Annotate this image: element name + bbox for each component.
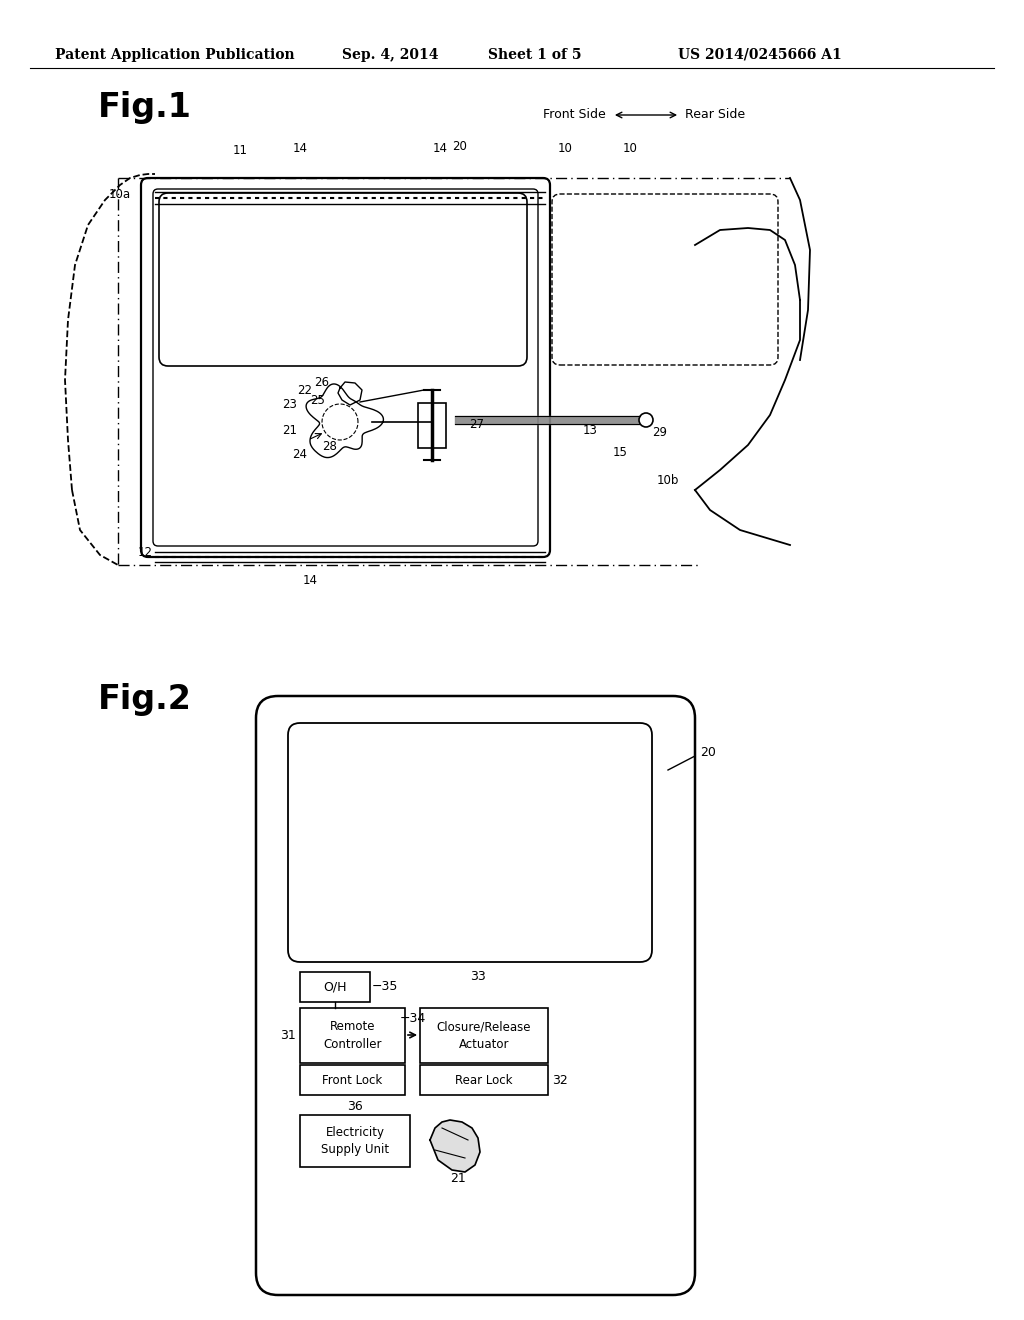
- FancyBboxPatch shape: [420, 1065, 548, 1096]
- Polygon shape: [430, 1119, 480, 1172]
- Text: 29: 29: [652, 425, 668, 438]
- Text: Rear Side: Rear Side: [685, 108, 745, 121]
- Text: 33: 33: [470, 970, 485, 983]
- Text: Sep. 4, 2014: Sep. 4, 2014: [342, 48, 438, 62]
- Text: Patent Application Publication: Patent Application Publication: [55, 48, 295, 62]
- Text: Sheet 1 of 5: Sheet 1 of 5: [488, 48, 582, 62]
- Text: 12: 12: [137, 546, 153, 560]
- FancyBboxPatch shape: [300, 1065, 406, 1096]
- Text: Front Side: Front Side: [544, 108, 606, 121]
- FancyBboxPatch shape: [300, 1008, 406, 1063]
- Text: 27: 27: [469, 418, 484, 432]
- Text: Fig.1: Fig.1: [98, 91, 191, 124]
- FancyBboxPatch shape: [418, 403, 446, 447]
- Text: −35: −35: [372, 981, 398, 994]
- Text: 25: 25: [310, 393, 326, 407]
- Text: 23: 23: [283, 399, 297, 412]
- Text: US 2014/0245666 A1: US 2014/0245666 A1: [678, 48, 842, 62]
- FancyBboxPatch shape: [300, 972, 370, 1002]
- Text: Remote
Controller: Remote Controller: [324, 1020, 382, 1051]
- Text: 26: 26: [314, 376, 330, 389]
- FancyBboxPatch shape: [300, 1115, 410, 1167]
- Text: O/H: O/H: [324, 981, 347, 994]
- Text: 36: 36: [347, 1101, 362, 1114]
- Text: −34: −34: [399, 1012, 426, 1026]
- Text: 10b: 10b: [656, 474, 679, 487]
- Text: Closure/Release
Actuator: Closure/Release Actuator: [437, 1020, 531, 1051]
- Text: Front Lock: Front Lock: [323, 1073, 383, 1086]
- Text: 15: 15: [612, 446, 628, 458]
- Text: 14: 14: [302, 573, 317, 586]
- Text: 20: 20: [453, 140, 467, 153]
- Text: 31: 31: [281, 1030, 296, 1041]
- Text: 14: 14: [293, 141, 307, 154]
- Text: 10: 10: [557, 141, 572, 154]
- Text: 11: 11: [232, 144, 248, 157]
- Text: 14: 14: [432, 141, 447, 154]
- Text: 10: 10: [623, 141, 637, 154]
- Text: Fig.2: Fig.2: [98, 684, 191, 717]
- Text: 13: 13: [583, 424, 597, 437]
- Text: 20: 20: [700, 746, 716, 759]
- Text: 10a: 10a: [109, 189, 131, 202]
- Text: 24: 24: [293, 449, 307, 462]
- Text: Rear Lock: Rear Lock: [456, 1073, 513, 1086]
- Circle shape: [639, 413, 653, 426]
- FancyBboxPatch shape: [420, 1008, 548, 1063]
- Text: 21: 21: [451, 1172, 466, 1184]
- Text: 21: 21: [283, 424, 298, 437]
- Text: 28: 28: [323, 441, 338, 454]
- Text: Electricity
Supply Unit: Electricity Supply Unit: [321, 1126, 389, 1156]
- Text: 32: 32: [552, 1073, 567, 1086]
- Text: 22: 22: [298, 384, 312, 396]
